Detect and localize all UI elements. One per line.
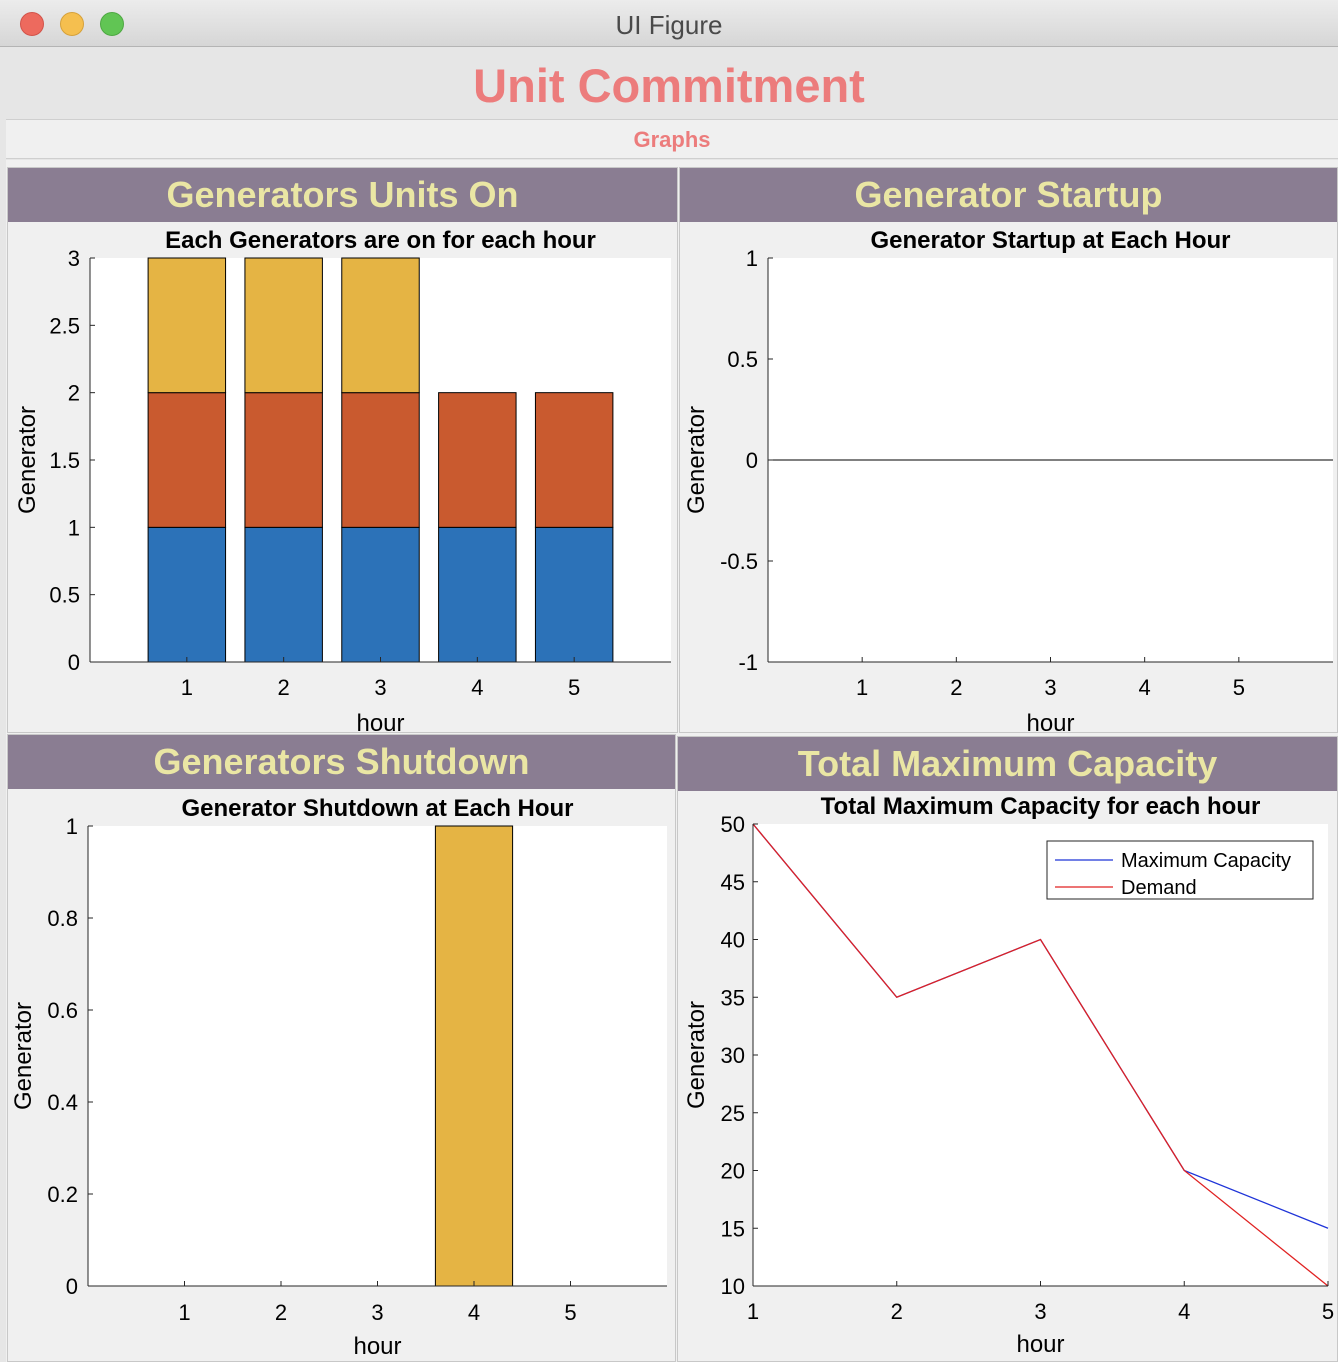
- legend-entry: Demand: [1121, 877, 1197, 899]
- close-window-button[interactable]: [20, 12, 44, 36]
- chart-units-on: Each Generators are on for each hour 1 2 3 4…: [14, 227, 671, 733]
- zoom-window-button[interactable]: [100, 12, 124, 36]
- x-tick-label: 1: [178, 1300, 190, 1325]
- x-tick-label: 2: [891, 1299, 903, 1324]
- chart-startup: Generator Startup at Each Hour 1 2 3 4 5 -1 -0.…: [683, 227, 1333, 733]
- app-title: Unit Commitment: [473, 59, 865, 112]
- bar-segment-orange: [341, 392, 420, 528]
- y-tick-label: 0.6: [47, 998, 78, 1023]
- y-tick-label: 10: [721, 1274, 745, 1299]
- y-tick-label: 0: [68, 650, 80, 675]
- y-axis-label: Generator: [10, 1002, 37, 1110]
- bar-segment-blue: [244, 526, 323, 663]
- plot-area: [88, 826, 667, 1286]
- x-tick-label: 3: [1034, 1299, 1046, 1324]
- x-tick-label: 4: [1178, 1299, 1190, 1324]
- y-tick-label: 40: [721, 928, 745, 953]
- x-tick-label: 4: [468, 1300, 480, 1325]
- x-axis-label: hour: [356, 710, 404, 733]
- y-tick-label: 35: [721, 985, 745, 1010]
- y-tick-label: 0: [746, 448, 758, 473]
- x-tick-label: 3: [1044, 675, 1056, 700]
- y-tick-label: 2: [68, 381, 80, 406]
- y-tick-label: 30: [721, 1043, 745, 1068]
- x-tick-label: 5: [1322, 1299, 1334, 1324]
- panel-header-capacity: Total Maximum Capacity: [678, 737, 1337, 791]
- legend-entry: Maximum Capacity: [1121, 850, 1291, 872]
- x-tick-label: 1: [747, 1299, 759, 1324]
- y-tick-label: 1: [66, 814, 78, 839]
- bar-segment-blue: [534, 526, 614, 663]
- chart-shutdown: Generator Shutdown at Each Hour 1 2 3 4 5 0 0.2…: [10, 795, 667, 1360]
- x-axis-label: hour: [1016, 1331, 1064, 1358]
- bar-segment-yellow: [244, 257, 323, 394]
- y-tick-label: 0.8: [47, 906, 78, 931]
- x-tick-label: 5: [1233, 675, 1245, 700]
- minimize-window-button[interactable]: [60, 12, 84, 36]
- panel-startup: Generator Startup Generator Startup at E…: [679, 167, 1338, 733]
- tab-strip: Graphs: [6, 119, 1338, 159]
- bar-segment-yellow: [147, 257, 227, 394]
- bar-segment-orange: [438, 392, 517, 528]
- x-tick-label: 1: [181, 675, 193, 700]
- y-axis-label: Generator: [14, 406, 41, 514]
- y-tick-label: 0.4: [47, 1090, 78, 1115]
- tab-graphs[interactable]: Graphs: [633, 127, 711, 152]
- panel-header-units-on: Generators Units On: [8, 168, 677, 222]
- x-axis-label: hour: [353, 1333, 401, 1360]
- panel-capacity: Total Maximum Capacity Total Maximum Cap…: [677, 736, 1338, 1362]
- chart-title: Generator Startup at Each Hour: [870, 227, 1230, 254]
- y-tick-label: 3: [68, 246, 80, 271]
- line-demand: [752, 823, 1329, 1287]
- bar-segment-blue: [341, 526, 420, 663]
- panel-shutdown: Generators Shutdown Generator Shutdown a…: [7, 734, 676, 1362]
- y-tick-label: 0.2: [47, 1182, 78, 1207]
- x-tick-label: 3: [374, 675, 386, 700]
- y-axis-label: Generator: [683, 1001, 710, 1109]
- y-tick-label: 0.5: [727, 347, 758, 372]
- y-tick-label: 20: [721, 1159, 745, 1184]
- y-tick-label: -1: [738, 650, 758, 675]
- y-axis-label: Generator: [683, 406, 710, 514]
- bar-segment-orange: [147, 392, 227, 528]
- panel-units-on: Generators Units On Each Generators are …: [7, 167, 678, 733]
- x-tick-label: 3: [371, 1300, 383, 1325]
- y-tick-label: 0.5: [49, 583, 80, 608]
- y-tick-label: 1: [68, 515, 80, 540]
- window-title: UI Figure: [615, 10, 723, 40]
- bar-segment-yellow: [434, 825, 514, 1287]
- chart-title: Total Maximum Capacity for each hour: [821, 793, 1261, 820]
- chart-title: Generator Shutdown at Each Hour: [181, 795, 573, 822]
- bar-segment-blue: [147, 526, 227, 663]
- x-tick-label: 2: [275, 1300, 287, 1325]
- x-tick-label: 5: [564, 1300, 576, 1325]
- x-tick-label: 4: [1139, 675, 1151, 700]
- y-tick-label: 0: [66, 1274, 78, 1299]
- y-tick-label: 2.5: [49, 313, 80, 338]
- bar-segment-yellow: [341, 257, 420, 394]
- y-tick-label: 1.5: [49, 448, 80, 473]
- bar-segment-orange: [534, 392, 614, 528]
- x-tick-label: 2: [278, 675, 290, 700]
- bar-segment-orange: [244, 392, 323, 528]
- x-axis-label: hour: [1026, 710, 1074, 733]
- window-titlebar: UI Figure: [0, 0, 1338, 47]
- x-tick-label: 1: [856, 675, 868, 700]
- chart-capacity: Total Maximum Capacity for each hour 1 2 3 4…: [683, 793, 1334, 1358]
- y-tick-label: 25: [721, 1101, 745, 1126]
- x-tick-label: 5: [568, 675, 580, 700]
- y-tick-label: 1: [746, 246, 758, 271]
- chart-title: Each Generators are on for each hour: [165, 227, 596, 254]
- legend-box: [1046, 840, 1314, 900]
- y-tick-label: 45: [721, 870, 745, 895]
- bar-segment-blue: [438, 526, 517, 663]
- y-tick-label: 15: [721, 1216, 745, 1241]
- y-tick-label: 50: [721, 812, 745, 837]
- panel-header-shutdown: Generators Shutdown: [8, 735, 675, 789]
- x-tick-label: 2: [950, 675, 962, 700]
- panel-header-startup: Generator Startup: [680, 168, 1337, 222]
- x-tick-label: 4: [471, 675, 483, 700]
- y-tick-label: -0.5: [720, 549, 758, 574]
